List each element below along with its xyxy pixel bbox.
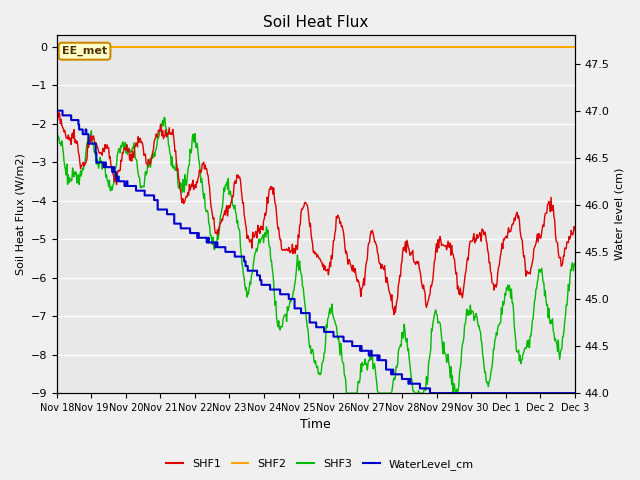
Y-axis label: Water level (cm): Water level (cm) — [615, 168, 625, 261]
Legend: SHF1, SHF2, SHF3, WaterLevel_cm: SHF1, SHF2, SHF3, WaterLevel_cm — [162, 455, 478, 474]
Y-axis label: Soil Heat Flux (W/m2): Soil Heat Flux (W/m2) — [15, 153, 25, 275]
Text: EE_met: EE_met — [62, 46, 107, 56]
X-axis label: Time: Time — [300, 419, 331, 432]
Title: Soil Heat Flux: Soil Heat Flux — [263, 15, 369, 30]
